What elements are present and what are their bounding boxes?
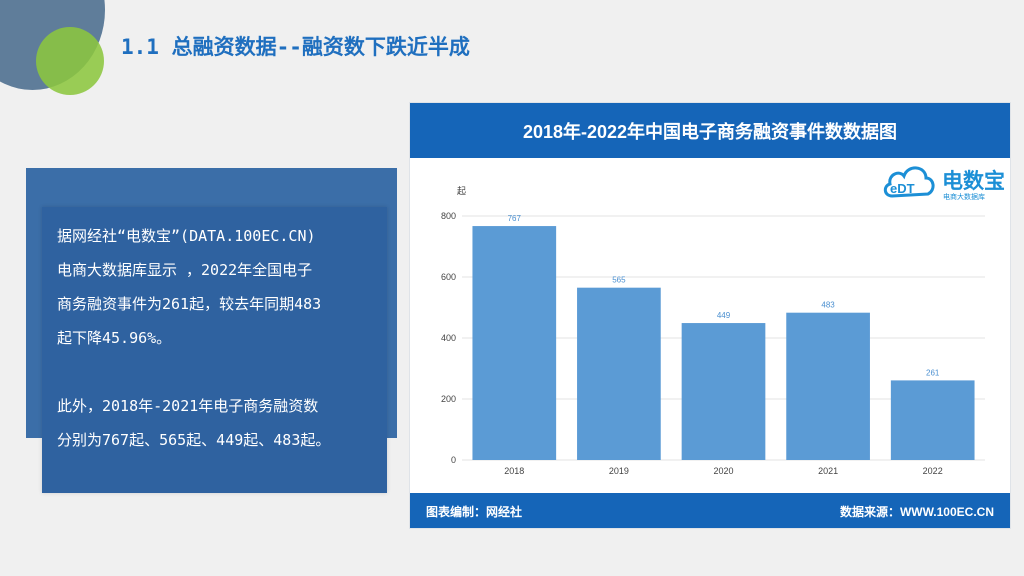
slide-title: 1.1 总融资数据--融资数下跌近半成 <box>121 35 470 59</box>
chart-title: 2018年-2022年中国电子商务融资事件数数据图 <box>410 103 1010 158</box>
summary-line: 据网经社“电数宝”(DATA.100EC.CN) <box>57 227 316 245</box>
x-tick-label: 2022 <box>923 466 943 476</box>
svg-text:eDT: eDT <box>890 181 915 196</box>
bar-2019 <box>577 287 661 460</box>
y-axis-label: 起 <box>457 186 466 196</box>
x-tick-label: 2020 <box>713 466 733 476</box>
x-tick-label: 2019 <box>609 466 629 476</box>
summary-line: 起下降45.96%。 <box>57 329 172 347</box>
data-label: 261 <box>926 368 940 377</box>
bar-2018 <box>472 226 557 460</box>
chart-credit: 图表编制：网经社 <box>426 505 523 519</box>
data-label: 565 <box>612 276 626 285</box>
data-label: 483 <box>821 301 835 310</box>
logo-subtitle: 电商大数据库 <box>943 193 985 201</box>
y-tick-label: 0 <box>451 455 456 465</box>
summary-line: 电商大数据库显示 ，2022年全国电子 <box>57 261 313 279</box>
x-tick-label: 2018 <box>504 466 524 476</box>
y-tick-label: 600 <box>441 272 456 282</box>
summary-text-box: 据网经社“电数宝”(DATA.100EC.CN) 电商大数据库显示 ，2022年… <box>42 207 387 493</box>
chart-panel: 2018年-2022年中国电子商务融资事件数数据图 起 0 200 400 600 800… <box>409 102 1011 529</box>
chart-footer: 图表编制：网经社 数据来源：WWW.100EC.CN <box>410 493 1010 528</box>
data-source: 数据来源：WWW.100EC.CN <box>839 505 994 519</box>
logo-text: 电数宝 <box>942 170 1005 193</box>
bar-2021 <box>786 312 870 460</box>
edt-logo: eDT 电数宝 电商大数据库 <box>882 158 1007 208</box>
bar-2020 <box>681 323 766 460</box>
decorative-circle-green <box>36 27 104 95</box>
summary-line: 分别为767起、565起、449起、483起。 <box>57 431 331 449</box>
bar-2022 <box>890 380 975 460</box>
summary-line: 商务融资事件为261起，较去年同期483 <box>57 295 322 313</box>
y-tick-label: 400 <box>441 333 456 343</box>
data-label: 449 <box>717 311 731 320</box>
bar-chart: 起 0 200 400 600 800 767 2018 565 2019 449 2020 483 20… <box>441 186 985 476</box>
x-tick-label: 2021 <box>818 466 838 476</box>
y-tick-label: 200 <box>441 394 456 404</box>
cloud-logo-icon: eDT <box>883 166 935 198</box>
data-label: 767 <box>508 214 522 223</box>
summary-line: 此外，2018年-2021年电子商务融资数 <box>57 397 319 415</box>
y-tick-label: 800 <box>441 211 456 221</box>
